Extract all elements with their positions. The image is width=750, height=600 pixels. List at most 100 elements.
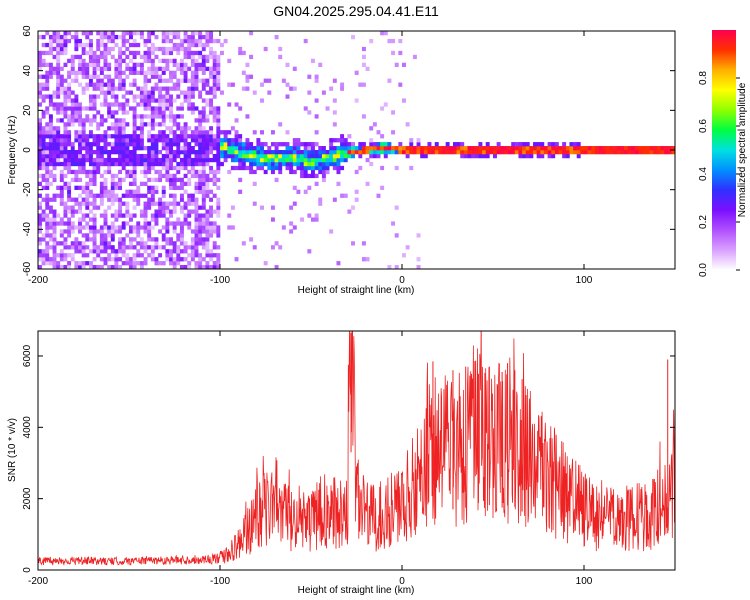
heatmap-cell <box>161 114 166 119</box>
heatmap-cell <box>525 146 530 151</box>
heatmap-cell <box>365 181 370 186</box>
heatmap-cell <box>45 213 50 218</box>
heatmap-cell <box>445 142 450 147</box>
heatmap-cell <box>85 253 90 258</box>
heatmap-cell <box>398 146 403 151</box>
heatmap-cell <box>110 114 115 119</box>
heatmap-cell <box>536 146 541 151</box>
heatmap-cell <box>143 249 148 254</box>
heatmap-cell <box>190 86 195 91</box>
heatmap-cell <box>179 157 184 163</box>
heatmap-cell <box>132 126 137 131</box>
heatmap-cell <box>147 253 152 258</box>
heatmap-cell <box>74 74 79 79</box>
heatmap-cell <box>216 209 221 214</box>
heatmap-cell <box>147 130 152 135</box>
heatmap-cell <box>478 150 483 155</box>
heatmap-cell <box>52 241 57 246</box>
heatmap-cell <box>198 90 203 95</box>
heatmap-cell <box>172 177 177 183</box>
heatmap-cell <box>45 233 50 238</box>
heatmap-cell <box>81 74 86 79</box>
heatmap-cell <box>209 249 214 254</box>
heatmap-cell <box>463 146 468 151</box>
heatmap-cell <box>96 146 101 151</box>
heatmap-cell <box>332 157 337 163</box>
heatmap-cell <box>252 153 257 159</box>
heatmap-cell <box>81 249 86 254</box>
heatmap-cell <box>216 257 221 262</box>
heatmap-cell <box>165 237 170 242</box>
heatmap-cell <box>63 98 68 103</box>
heatmap-cell <box>227 130 232 135</box>
heatmap-cell <box>278 169 283 175</box>
heatmap-cell <box>485 142 490 147</box>
heatmap-cell <box>307 150 312 155</box>
heatmap-cell <box>209 165 214 171</box>
heatmap-cell <box>536 153 541 159</box>
heatmap-cell <box>67 165 72 171</box>
heatmap-cell <box>154 217 159 222</box>
heatmap-cell <box>48 237 53 242</box>
heatmap-cell <box>70 225 75 230</box>
heatmap-cell <box>110 46 115 52</box>
heatmap-cell <box>114 185 119 190</box>
heatmap-cell <box>183 221 188 226</box>
heatmap-cell <box>209 90 214 95</box>
heatmap-cell <box>190 42 195 48</box>
heatmap-cell <box>78 241 82 246</box>
heatmap-cell <box>114 118 119 123</box>
heatmap-cell <box>92 58 97 64</box>
heatmap-cell <box>361 82 366 87</box>
heatmap-cell <box>70 177 75 183</box>
heatmap-cell <box>169 31 173 36</box>
heatmap-cell <box>52 90 57 95</box>
heatmap-cell <box>154 54 159 60</box>
heatmap-cell <box>576 150 581 155</box>
heatmap-cell <box>56 31 61 36</box>
heatmap-cell <box>223 130 228 135</box>
heatmap-cell <box>132 161 137 167</box>
heatmap-cell <box>63 130 68 135</box>
heatmap-cell <box>125 110 130 115</box>
heatmap-cell <box>205 130 210 135</box>
heatmap-cell <box>252 130 257 135</box>
heatmap-cell <box>216 82 221 87</box>
heatmap-cell <box>48 261 53 266</box>
heatmap-cell <box>503 150 508 155</box>
heatmap-cell <box>59 229 64 234</box>
heatmap-cell <box>522 150 527 155</box>
heatmap-cell <box>96 253 101 258</box>
heatmap-cell <box>81 46 86 52</box>
heatmap-cell <box>118 70 123 75</box>
heatmap-cell <box>194 233 199 238</box>
heatmap-cell <box>81 253 86 258</box>
heatmap-cell <box>99 31 104 36</box>
heatmap-cell <box>172 138 177 143</box>
heatmap-cell <box>85 225 90 230</box>
heatmap-cell <box>460 142 465 147</box>
heatmap-cell <box>307 185 312 190</box>
heatmap-cell <box>165 38 170 44</box>
heatmap-cell <box>70 205 75 210</box>
heatmap-cell <box>59 150 64 155</box>
heatmap-cell <box>63 265 68 269</box>
heatmap-cell <box>125 245 130 250</box>
heatmap-cell <box>45 225 50 230</box>
heatmap-cell <box>209 150 214 155</box>
heatmap-cell <box>252 157 257 163</box>
heatmap-cell <box>281 225 286 230</box>
heatmap-cell <box>81 90 86 95</box>
heatmap-cell <box>176 217 181 222</box>
heatmap-cell <box>103 74 108 79</box>
heatmap-cell <box>88 134 93 139</box>
heatmap-cell <box>296 189 301 194</box>
heatmap-cell <box>118 142 123 147</box>
heatmap-cell <box>190 237 195 242</box>
heatmap-cell <box>594 146 599 151</box>
heatmap-cell <box>194 265 199 269</box>
heatmap-cell <box>212 138 217 143</box>
heatmap-cell <box>70 146 75 151</box>
heatmap-cell <box>238 50 243 56</box>
heatmap-cell <box>107 86 112 91</box>
